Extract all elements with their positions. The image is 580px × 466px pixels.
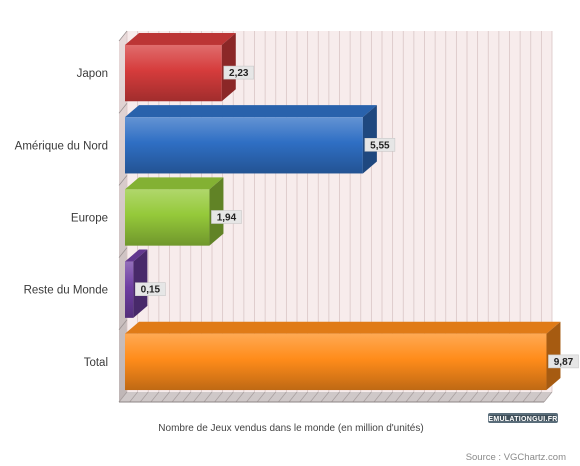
floor-hatch — [320, 391, 330, 403]
row-tick — [118, 319, 128, 331]
bar-5 — [125, 321, 561, 391]
floor-hatch — [469, 391, 478, 403]
category-label: Japon — [77, 68, 108, 80]
value-label: 5,55 — [370, 140, 390, 151]
value-labels: 2,23 5,55 1,94 0,15 9,87 — [135, 65, 579, 369]
floor-hatch — [171, 391, 181, 403]
category-label: Amérique du Nord — [15, 140, 108, 152]
floor-hatch — [139, 391, 149, 403]
bar-front — [125, 261, 134, 318]
floor — [118, 391, 553, 403]
value-label-box — [135, 282, 166, 297]
value-label-box — [211, 210, 242, 224]
floor-hatch — [331, 391, 340, 403]
bar-front — [125, 333, 547, 391]
floor-hatch — [352, 391, 362, 403]
floor-hatch — [309, 391, 319, 403]
x-axis-label: Nombre de Jeux vendus dans le monde (en … — [158, 423, 423, 434]
floor-hatch — [182, 391, 192, 403]
floor-hatch — [235, 391, 245, 403]
floor-hatch — [479, 391, 489, 403]
floor-hatch — [363, 391, 372, 403]
floor-hatch — [426, 391, 436, 403]
category-label: Total — [84, 357, 108, 369]
floor-hatch — [522, 391, 532, 403]
bar-2 — [125, 105, 377, 174]
floor-hatch — [458, 391, 468, 403]
bar-top — [125, 249, 148, 262]
bar-front — [125, 44, 222, 102]
floor-hatch — [394, 391, 404, 403]
category-label: Reste du Monde — [24, 285, 108, 297]
bars — [125, 32, 561, 391]
floor-hatch — [118, 391, 128, 403]
floor-hatch — [490, 391, 500, 403]
floor-hatch — [278, 391, 287, 403]
floor-hatch — [246, 391, 255, 403]
bar-3 — [125, 177, 224, 246]
value-label: 2,23 — [229, 68, 249, 79]
bar-top — [125, 32, 236, 45]
floor-hatch — [150, 391, 160, 403]
floor-hatch — [256, 391, 266, 403]
floor-hatch — [533, 391, 542, 403]
value-label-box — [223, 65, 255, 80]
floor-hatch — [416, 391, 425, 403]
floor-hatch — [203, 391, 213, 403]
floor-hatch — [341, 391, 351, 403]
floor-hatch — [543, 391, 553, 403]
floor-hatch — [405, 391, 415, 403]
bar-top — [125, 105, 377, 118]
floor-hatch — [501, 391, 510, 403]
row-tick — [118, 102, 128, 114]
floor-hatch — [384, 391, 393, 403]
floor-hatch — [161, 391, 170, 403]
svg-text:EMULATIONGUI.FR: EMULATIONGUI.FR — [488, 416, 557, 423]
bar-front — [125, 189, 210, 246]
value-label: 1,94 — [217, 213, 237, 224]
floor-hatch — [267, 391, 277, 403]
value-label: 0,15 — [141, 285, 161, 296]
floor-hatch — [299, 391, 308, 403]
floor-hatch — [193, 391, 202, 403]
bar-top — [125, 321, 561, 334]
floor-hatch — [511, 391, 521, 403]
row-tick — [118, 175, 128, 186]
category-label: Europe — [71, 213, 108, 225]
value-label: 9,87 — [554, 357, 574, 368]
floor-hatch — [214, 391, 223, 403]
floor-hatch — [288, 391, 298, 403]
bar-1 — [125, 32, 236, 102]
floor-hatch — [129, 391, 138, 403]
floor-hatch — [437, 391, 447, 403]
source-text: Source : VGChartz.com — [466, 452, 566, 463]
row-tick — [118, 247, 128, 258]
row-tick — [118, 30, 128, 42]
bar-front — [125, 117, 363, 174]
site-logo: EMULATIONGUI.FR — [488, 413, 558, 423]
floor-hatch — [373, 391, 383, 403]
category-labels: Japon Amérique du Nord Europe Reste du Mond… — [15, 68, 108, 369]
floor-hatch — [224, 391, 234, 403]
value-label-box — [548, 354, 579, 369]
value-label-box — [364, 138, 396, 152]
bar-top — [125, 177, 224, 190]
floor-hatch — [448, 391, 457, 403]
